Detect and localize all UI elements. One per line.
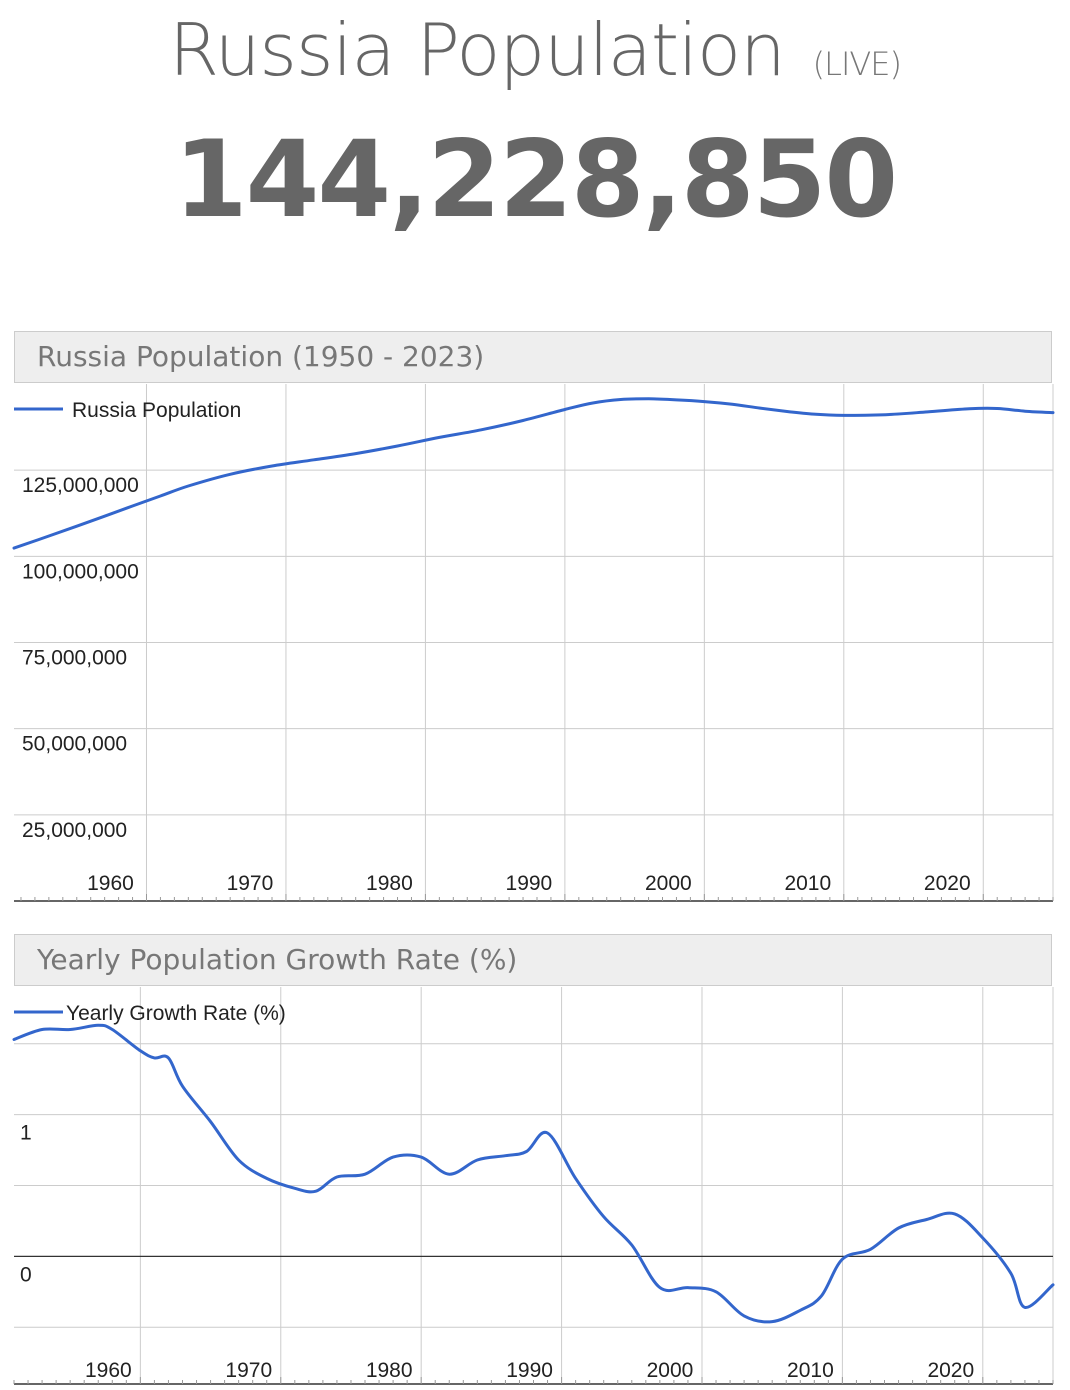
growth-series-line xyxy=(12,1023,1055,1324)
growth-legend-label: Yearly Growth Rate (%) xyxy=(66,1002,286,1025)
pop-series-line xyxy=(12,397,1055,550)
growth-x-tick-label: 1990 xyxy=(506,1359,553,1382)
pop-y-tick-label: 100,000,000 xyxy=(22,560,139,583)
population-chart[interactable]: 25,000,000 50,000,000 75,000,000 100,000,00… xyxy=(0,384,1070,908)
growth-x-tick-label: 2020 xyxy=(927,1359,974,1382)
pop-y-tick-label: 25,000,000 xyxy=(22,819,127,842)
growth-x-tick-label: 1980 xyxy=(366,1359,413,1382)
pop-x-tick-label: 2010 xyxy=(784,872,831,895)
growth-x-tick-label: 2000 xyxy=(647,1359,694,1382)
pop-x-tick-label: 2000 xyxy=(645,872,692,895)
growth-x-tick-label: 1960 xyxy=(85,1359,132,1382)
live-label: (LIVE) xyxy=(812,45,902,83)
pop-x-tick-label: 2020 xyxy=(924,872,971,895)
live-population-counter: 144,228,850 xyxy=(173,118,898,241)
population-chart-title: Russia Population (1950 - 2023) xyxy=(37,340,485,373)
growth-y-tick-label: 0 xyxy=(20,1263,32,1286)
growth-chart-header: Yearly Population Growth Rate (%) xyxy=(14,934,1052,986)
growth-x-tick-label: 1970 xyxy=(225,1359,272,1382)
page-title: Russia Population (LIVE) xyxy=(0,8,1070,92)
pop-y-tick-label: 50,000,000 xyxy=(22,733,127,756)
page-title-text: Russia Population xyxy=(169,8,786,92)
growth-chart[interactable]: 0 1 Yearly Growth Rate (%) 1960 1970 1980 1990… xyxy=(0,987,1070,1390)
growth-x-tick-label: 2010 xyxy=(787,1359,834,1382)
pop-y-tick-label: 75,000,000 xyxy=(22,647,127,670)
pop-x-tick-label: 1960 xyxy=(87,872,134,895)
population-chart-header: Russia Population (1950 - 2023) xyxy=(14,331,1052,383)
pop-x-tick-label: 1970 xyxy=(227,872,274,895)
pop-x-tick-label: 1990 xyxy=(506,872,553,895)
pop-y-tick-label: 125,000,000 xyxy=(22,474,139,497)
pop-legend-label: Russia Population xyxy=(72,399,241,422)
pop-x-tick-label: 1980 xyxy=(366,872,413,895)
growth-y-tick-label: 1 xyxy=(20,1122,32,1145)
growth-chart-title: Yearly Population Growth Rate (%) xyxy=(37,943,518,976)
